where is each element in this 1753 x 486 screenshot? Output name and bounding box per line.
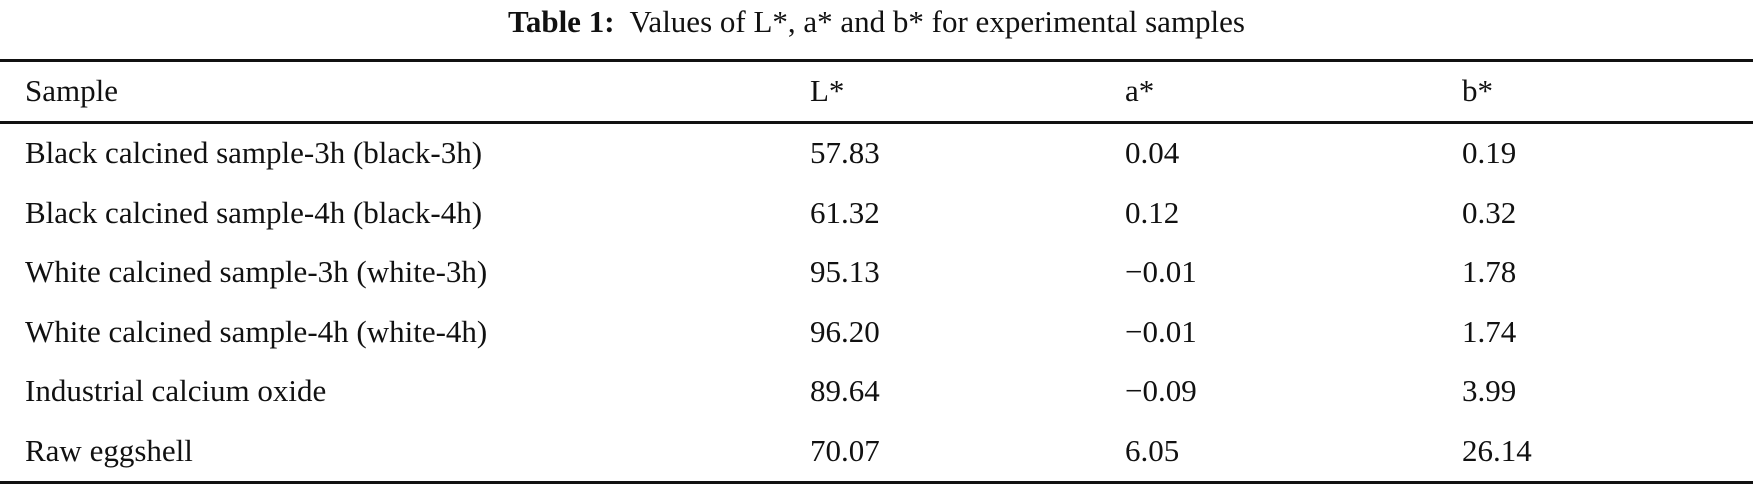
cell-sample: Industrial calcium oxide [25,373,327,409]
cell-sample: Black calcined sample-3h (black-3h) [25,135,483,170]
cell-sample: Black calcined sample-4h (black-4h) [25,194,483,230]
table-row: Black calcined sample-3h (black-3h) 57.83… [0,123,1753,183]
table-row: Raw eggshell 70.07 6.05 26.14 [0,421,1753,481]
cell-l-value: 61.32 [810,194,880,230]
cell-b-value: 0.19 [1462,135,1517,170]
table-row: Industrial calcium oxide 89.64 −0.09 3.99 [0,361,1753,421]
cell-l-value: 96.20 [810,313,880,349]
table-caption: Table 1: Values of L*, a* and b* for exp… [0,4,1753,40]
cell-b-value: 0.32 [1462,194,1517,230]
cell-b-value: 26.14 [1462,433,1532,468]
cell-sample: White calcined sample-4h (white-4h) [25,313,488,349]
cell-a-value: −0.09 [1125,373,1197,409]
table-row: Black calcined sample-4h (black-4h) 61.32… [0,183,1753,243]
header-b: b* [1462,73,1493,108]
cell-l-value: 95.13 [810,254,880,290]
cell-a-value: 0.12 [1125,194,1180,230]
header-l: L* [810,73,845,108]
table-title: Values of L*, a* and b* for experimental… [629,4,1245,39]
cell-sample: White calcined sample-3h (white-3h) [25,254,488,290]
bottom-rule [0,481,1753,484]
cell-a-value: −0.01 [1125,313,1197,349]
header-rule [0,121,1753,124]
cell-a-value: 0.04 [1125,135,1180,170]
top-rule [0,59,1753,62]
cell-l-value: 89.64 [810,373,880,409]
cell-sample: Raw eggshell [25,433,193,468]
cell-a-value: −0.01 [1125,254,1197,290]
cell-b-value: 3.99 [1462,373,1517,409]
header-a: a* [1125,73,1155,108]
table-row: White calcined sample-4h (white-4h) 96.20… [0,302,1753,362]
cell-b-value: 1.74 [1462,313,1517,349]
table-label: Table 1: [508,4,615,39]
header-row: Sample L* a* b* [0,61,1753,121]
cell-a-value: 6.05 [1125,433,1180,468]
cell-b-value: 1.78 [1462,254,1517,290]
header-sample: Sample [25,73,118,108]
cell-l-value: 70.07 [810,433,880,468]
table-row: White calcined sample-3h (white-3h) 95.13… [0,242,1753,302]
cell-l-value: 57.83 [810,135,880,170]
